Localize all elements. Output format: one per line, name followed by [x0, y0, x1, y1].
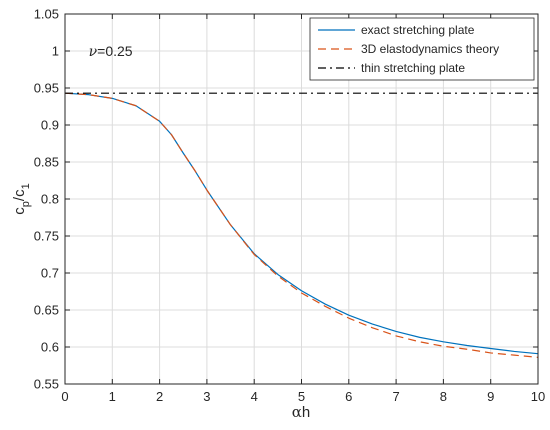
legend-label: 3D elastodynamics theory — [361, 42, 499, 56]
x-tick-label: 0 — [61, 389, 68, 404]
y-tick-label: 0.65 — [34, 303, 59, 318]
y-axis-slash: /c — [11, 189, 28, 201]
legend-label: thin stretching plate — [361, 61, 465, 75]
x-tick-label: 6 — [345, 389, 352, 404]
x-tick-label: 7 — [392, 389, 399, 404]
x-tick-labels: 0 1 2 3 4 5 6 7 8 9 10 — [61, 389, 545, 404]
y-axis-c: c — [11, 207, 28, 215]
y-axis-sub-p: p — [20, 201, 32, 207]
x-tick-label: 4 — [251, 389, 258, 404]
y-tick-label: 0.9 — [41, 118, 59, 133]
x-tick-label: 9 — [487, 389, 494, 404]
x-axis-symbol: α — [292, 403, 302, 421]
series-line-3d-elastodynamics-theory — [64, 92, 539, 358]
y-tick-label: 0.7 — [41, 266, 59, 281]
x-tick-label: 10 — [531, 389, 545, 404]
series-layer — [64, 92, 539, 358]
legend: exact stretching plate 3D elastodynamics … — [309, 17, 535, 81]
y-tick-label: 1 — [52, 44, 59, 59]
x-tick-label: 1 — [109, 389, 116, 404]
poisson-ratio-annotation: ν=0.25 — [89, 43, 133, 60]
y-tick-label: 0.95 — [34, 81, 59, 96]
nu-symbol: ν — [89, 44, 98, 60]
annotation-text: =0.25 — [97, 43, 133, 59]
y-tick-label: 0.6 — [41, 340, 59, 355]
y-tick-label: 0.75 — [34, 229, 59, 244]
x-axis-title: αh — [292, 403, 310, 421]
y-tick-label: 0.8 — [41, 192, 59, 207]
y-tick-label: 0.85 — [34, 155, 59, 170]
x-tick-label: 8 — [440, 389, 447, 404]
y-axis-sub-1: 1 — [20, 183, 32, 189]
y-tick-labels: 0.55 0.6 0.65 0.7 0.75 0.8 0.85 0.9 0.95 1 1.05 — [34, 7, 59, 392]
y-tick-label: 1.05 — [34, 7, 59, 22]
legend-label: exact stretching plate — [361, 23, 475, 37]
x-tick-label: 5 — [298, 389, 305, 404]
y-tick-label: 0.55 — [34, 377, 59, 392]
x-axis-title-rest: h — [302, 404, 310, 421]
y-axis-title: cp/c1 — [11, 183, 32, 214]
x-tick-label: 3 — [203, 389, 210, 404]
x-tick-label: 2 — [156, 389, 163, 404]
